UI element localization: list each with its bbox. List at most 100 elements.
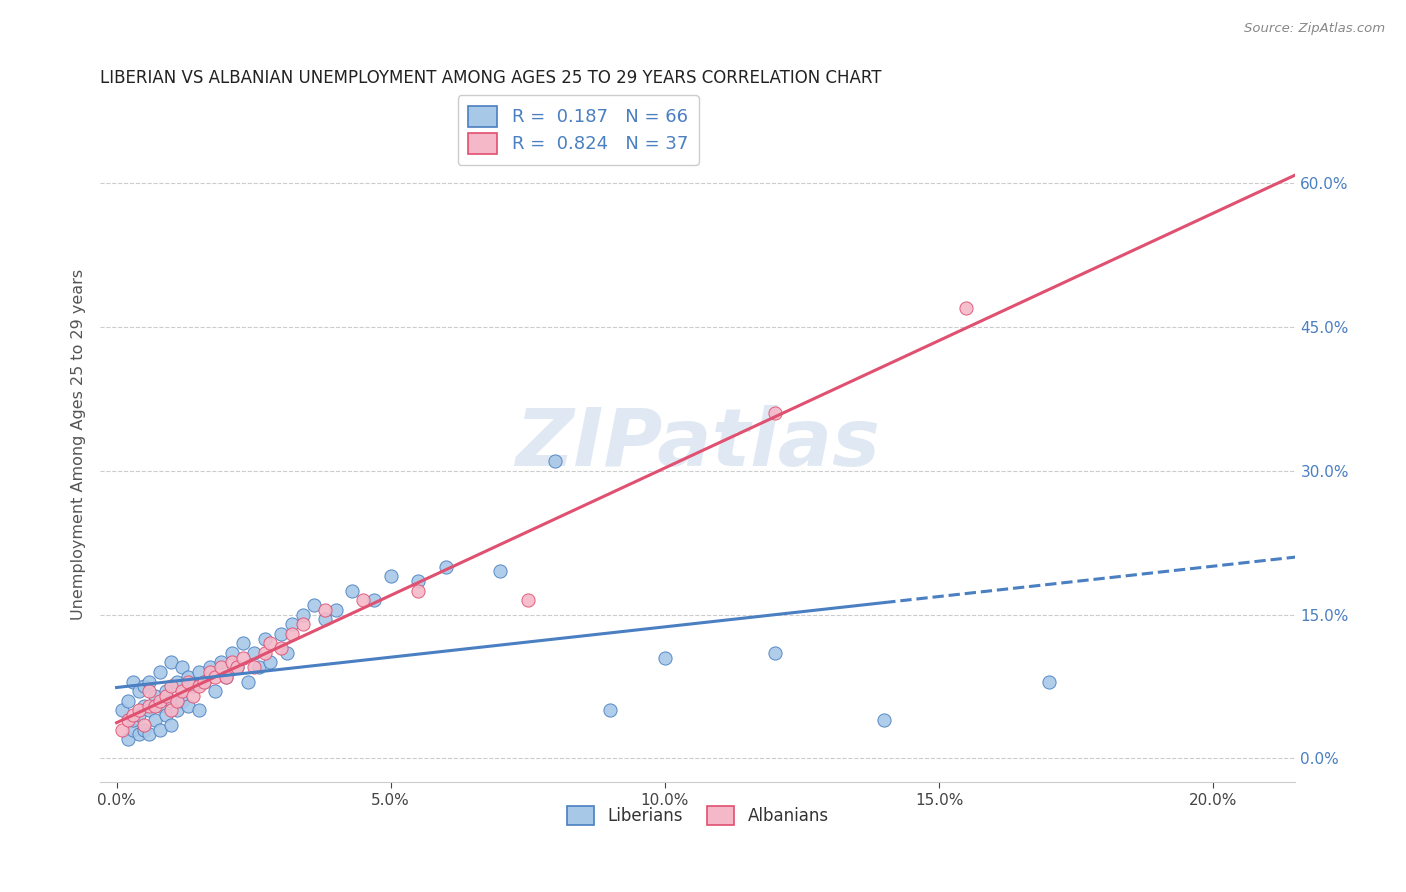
Point <box>380 569 402 583</box>
Point <box>193 674 215 689</box>
Point <box>215 670 238 684</box>
Point <box>160 656 183 670</box>
Point <box>259 636 281 650</box>
Point <box>342 583 364 598</box>
Point <box>654 650 676 665</box>
Point <box>166 703 188 717</box>
Point <box>111 703 134 717</box>
Y-axis label: Unemployment Among Ages 25 to 29 years: Unemployment Among Ages 25 to 29 years <box>72 268 86 620</box>
Point <box>276 646 298 660</box>
Point <box>226 660 249 674</box>
Point <box>143 689 166 703</box>
Point <box>292 617 315 632</box>
Point <box>242 646 264 660</box>
Point <box>122 674 145 689</box>
Text: ZIPatlas: ZIPatlas <box>515 405 880 483</box>
Point <box>172 694 194 708</box>
Point <box>259 656 281 670</box>
Point <box>111 723 134 737</box>
Point <box>128 708 150 723</box>
Point <box>253 646 276 660</box>
Point <box>204 684 226 698</box>
Point <box>544 454 567 468</box>
Point <box>122 708 145 723</box>
Point <box>314 612 336 626</box>
Point <box>149 698 172 713</box>
Point <box>149 665 172 679</box>
Point <box>763 646 786 660</box>
Point <box>221 656 243 670</box>
Point <box>138 698 160 713</box>
Point <box>143 713 166 727</box>
Point <box>128 684 150 698</box>
Point <box>166 694 188 708</box>
Point <box>873 713 896 727</box>
Point <box>198 665 221 679</box>
Point <box>281 626 304 640</box>
Point <box>138 684 160 698</box>
Point <box>155 689 177 703</box>
Point <box>215 670 238 684</box>
Point <box>406 574 429 588</box>
Point <box>314 603 336 617</box>
Point <box>183 680 205 694</box>
Point <box>238 674 260 689</box>
Point <box>1038 674 1060 689</box>
Point <box>155 708 177 723</box>
Point <box>204 670 226 684</box>
Point <box>160 703 183 717</box>
Point <box>232 636 254 650</box>
Point <box>172 684 194 698</box>
Point <box>281 617 304 632</box>
Point <box>160 718 183 732</box>
Point <box>292 607 315 622</box>
Point <box>253 632 276 646</box>
Point <box>138 703 160 717</box>
Point <box>247 660 270 674</box>
Text: Source: ZipAtlas.com: Source: ZipAtlas.com <box>1244 22 1385 36</box>
Point <box>128 727 150 741</box>
Point <box>270 641 292 656</box>
Point <box>209 660 232 674</box>
Point <box>325 603 347 617</box>
Point <box>221 646 243 660</box>
Point <box>166 674 188 689</box>
Point <box>516 593 538 607</box>
Point <box>160 680 183 694</box>
Point <box>363 593 385 607</box>
Point <box>122 723 145 737</box>
Point <box>177 698 200 713</box>
Point <box>406 583 429 598</box>
Point <box>128 703 150 717</box>
Point <box>198 660 221 674</box>
Point <box>226 660 249 674</box>
Point <box>132 723 155 737</box>
Point <box>302 598 325 612</box>
Point <box>143 698 166 713</box>
Point <box>117 713 139 727</box>
Point <box>132 698 155 713</box>
Point <box>132 680 155 694</box>
Point <box>117 732 139 747</box>
Point <box>149 694 172 708</box>
Point <box>132 718 155 732</box>
Point <box>160 694 183 708</box>
Point <box>193 674 215 689</box>
Point <box>177 674 200 689</box>
Point <box>117 694 139 708</box>
Point <box>352 593 374 607</box>
Point <box>763 406 786 420</box>
Point <box>187 665 209 679</box>
Point <box>187 703 209 717</box>
Point <box>155 684 177 698</box>
Point <box>187 680 209 694</box>
Point <box>489 565 512 579</box>
Point <box>138 727 160 741</box>
Point <box>242 660 264 674</box>
Point <box>434 559 457 574</box>
Point <box>122 713 145 727</box>
Point <box>172 660 194 674</box>
Point <box>209 656 232 670</box>
Text: LIBERIAN VS ALBANIAN UNEMPLOYMENT AMONG AGES 25 TO 29 YEARS CORRELATION CHART: LIBERIAN VS ALBANIAN UNEMPLOYMENT AMONG … <box>100 69 882 87</box>
Point <box>270 626 292 640</box>
